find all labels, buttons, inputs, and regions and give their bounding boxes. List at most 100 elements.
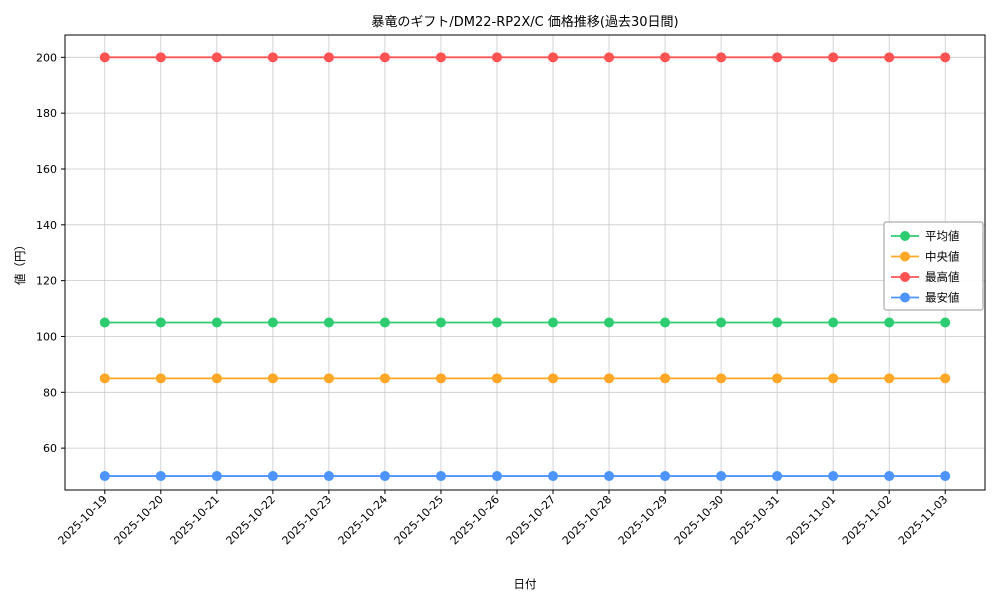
series-marker-2 [267, 52, 278, 63]
x-tick-label: 2025-10-21 [168, 493, 222, 547]
y-tick-label: 120 [36, 275, 57, 288]
legend-marker-1 [900, 251, 910, 262]
series-marker-2 [716, 52, 727, 63]
series-marker-0 [267, 317, 278, 328]
series-marker-2 [660, 52, 671, 63]
x-tick-label: 2025-11-03 [896, 493, 950, 547]
chart-title: 暴竜のギフト/DM22-RP2X/C 価格推移(過去30日間) [371, 15, 679, 30]
series-marker-1 [772, 373, 783, 384]
x-tick-label: 2025-10-19 [55, 493, 109, 547]
legend-label-1: 中央値 [925, 250, 960, 264]
series-marker-2 [491, 52, 502, 63]
y-tick-label: 160 [36, 163, 57, 176]
series-marker-2 [548, 52, 559, 63]
series-marker-2 [604, 52, 615, 63]
series-marker-3 [155, 471, 166, 482]
legend-marker-0 [900, 231, 910, 241]
series-marker-3 [323, 471, 334, 482]
series-marker-3 [99, 471, 110, 482]
y-tick-label: 60 [43, 442, 57, 455]
series-marker-3 [379, 471, 390, 482]
x-tick-label: 2025-10-27 [504, 493, 558, 547]
x-tick-label: 2025-10-26 [448, 493, 502, 547]
series-marker-1 [491, 373, 502, 384]
series-marker-1 [716, 373, 727, 384]
legend-label-3: 最安値 [925, 291, 960, 305]
series-marker-0 [940, 317, 951, 328]
series-marker-0 [772, 317, 783, 328]
series-marker-1 [548, 373, 559, 384]
series-marker-1 [828, 373, 839, 384]
series-marker-0 [155, 317, 166, 328]
x-tick-label: 2025-10-24 [336, 493, 390, 547]
series-marker-0 [660, 317, 671, 328]
series-marker-0 [884, 317, 895, 328]
series-marker-2 [211, 52, 222, 63]
x-tick-label: 2025-11-02 [840, 493, 894, 547]
series-marker-1 [884, 373, 895, 384]
legend-label-0: 平均値 [925, 229, 960, 243]
series-marker-1 [211, 373, 222, 384]
series-marker-1 [660, 373, 671, 384]
series-marker-2 [155, 52, 166, 63]
series-marker-0 [491, 317, 502, 328]
series-marker-0 [548, 317, 559, 328]
y-tick-label: 180 [36, 107, 57, 120]
series-marker-2 [379, 52, 390, 63]
series-marker-3 [548, 471, 559, 482]
x-axis-label: 日付 [513, 577, 537, 591]
x-tick-label: 2025-10-20 [112, 493, 166, 547]
x-tick-label: 2025-11-01 [784, 493, 838, 547]
y-tick-label: 140 [36, 219, 57, 232]
series-marker-2 [323, 52, 334, 63]
y-tick-label: 200 [36, 51, 57, 64]
legend-box [883, 221, 984, 311]
x-tick-label: 2025-10-31 [728, 493, 782, 547]
series-marker-2 [772, 52, 783, 63]
series-marker-3 [940, 471, 951, 482]
series-marker-3 [491, 471, 502, 482]
series-marker-0 [716, 317, 727, 328]
series-marker-1 [435, 373, 446, 384]
series-marker-1 [155, 373, 166, 384]
series-marker-0 [379, 317, 390, 328]
x-tick-label: 2025-10-23 [280, 493, 334, 547]
x-tick-label: 2025-10-28 [560, 493, 614, 547]
legend-label-2: 最高値 [925, 270, 960, 284]
legend-marker-2 [900, 272, 910, 282]
series-marker-3 [716, 471, 727, 482]
x-tick-label: 2025-10-29 [616, 493, 670, 547]
series-marker-0 [604, 317, 615, 328]
series-marker-3 [884, 471, 895, 482]
series-marker-2 [940, 52, 951, 63]
series-marker-1 [323, 373, 334, 384]
series-marker-3 [604, 471, 615, 482]
series-marker-3 [660, 471, 671, 482]
series-marker-2 [99, 52, 110, 63]
y-tick-label: 80 [43, 386, 57, 399]
series-marker-0 [828, 317, 839, 328]
plot-border [64, 34, 986, 491]
legend-marker-3 [900, 292, 910, 303]
series-marker-3 [772, 471, 783, 482]
series-marker-2 [435, 52, 446, 63]
series-marker-2 [828, 52, 839, 63]
series-marker-3 [828, 471, 839, 482]
series-marker-0 [323, 317, 334, 328]
series-marker-1 [267, 373, 278, 384]
series-marker-0 [211, 317, 222, 328]
series-marker-1 [940, 373, 951, 384]
series-marker-3 [211, 471, 222, 482]
y-tick-label: 100 [36, 330, 57, 343]
x-tick-label: 2025-10-25 [392, 493, 446, 547]
series-marker-3 [435, 471, 446, 482]
x-tick-label: 2025-10-22 [224, 493, 278, 547]
series-marker-0 [99, 317, 110, 328]
series-marker-0 [435, 317, 446, 328]
series-marker-3 [267, 471, 278, 482]
series-marker-2 [884, 52, 895, 63]
series-marker-1 [604, 373, 615, 384]
x-tick-label: 2025-10-30 [672, 493, 726, 547]
